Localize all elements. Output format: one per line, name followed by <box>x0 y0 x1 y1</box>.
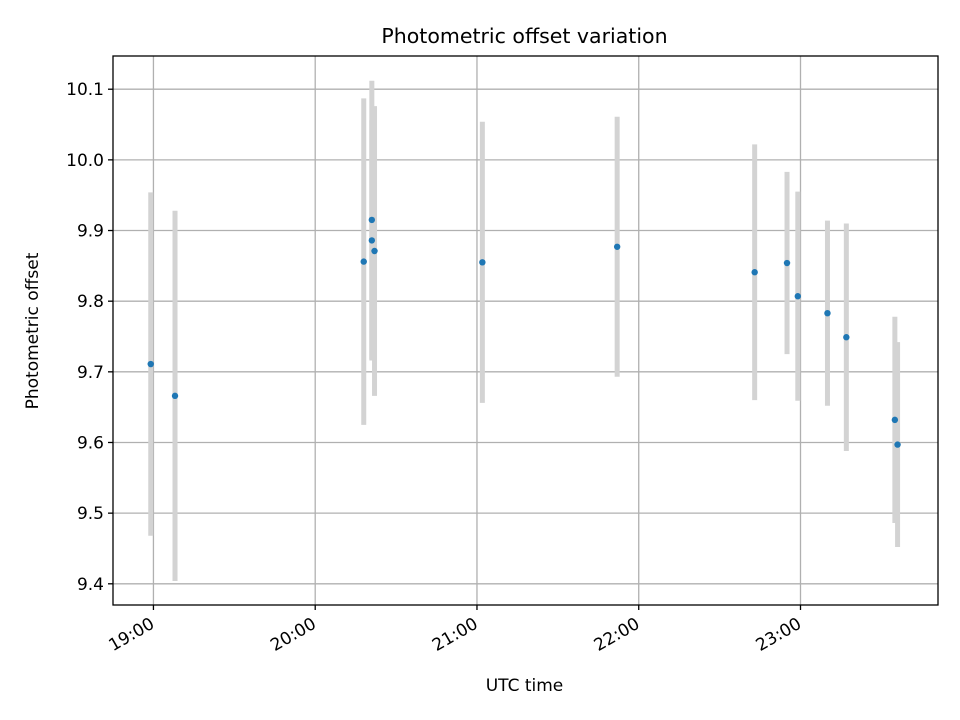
data-point <box>794 293 802 300</box>
data-point <box>751 269 758 276</box>
x-axis-title: UTC time <box>486 676 564 696</box>
data-point <box>843 334 850 341</box>
data-point <box>783 259 791 267</box>
data-point <box>479 259 486 266</box>
x-tick-label: 19:00 <box>106 614 158 656</box>
data-point <box>171 392 179 400</box>
x-tick-label: 21:00 <box>429 614 481 656</box>
y-axis: 9.4 9.5 9.6 9.7 9.8 9.9 10.0 10.1 <box>66 80 113 595</box>
data-point <box>371 247 378 255</box>
x-tick-label: 22:00 <box>591 614 643 656</box>
y-tick-label: 9.9 <box>77 222 104 242</box>
data-point <box>368 216 376 224</box>
chart-title: Photometric offset variation <box>381 24 667 48</box>
data-point <box>824 309 831 317</box>
data-point <box>894 441 901 448</box>
x-tick-label: 23:00 <box>753 614 805 656</box>
data-points <box>147 216 901 448</box>
y-tick-label: 10.0 <box>66 151 104 171</box>
x-axis: 19:00 20:00 21:00 22:00 23:00 <box>106 605 805 656</box>
errorbars <box>148 80 901 581</box>
y-axis-title: Photometric offset <box>23 252 43 409</box>
data-point <box>368 237 376 244</box>
data-point <box>613 243 621 250</box>
y-tick-label: 9.6 <box>77 433 104 453</box>
y-tick-label: 9.4 <box>77 575 104 595</box>
data-point <box>891 416 899 424</box>
plot-frame <box>112 55 939 606</box>
y-tick-label: 9.8 <box>77 292 104 312</box>
y-tick-label: 9.7 <box>77 363 104 383</box>
y-tick-label: 9.5 <box>77 504 104 524</box>
y-tick-label: 10.1 <box>66 80 104 100</box>
data-point <box>147 360 154 368</box>
grid <box>113 56 938 605</box>
data-point <box>360 258 367 265</box>
x-tick-label: 20:00 <box>267 614 319 656</box>
